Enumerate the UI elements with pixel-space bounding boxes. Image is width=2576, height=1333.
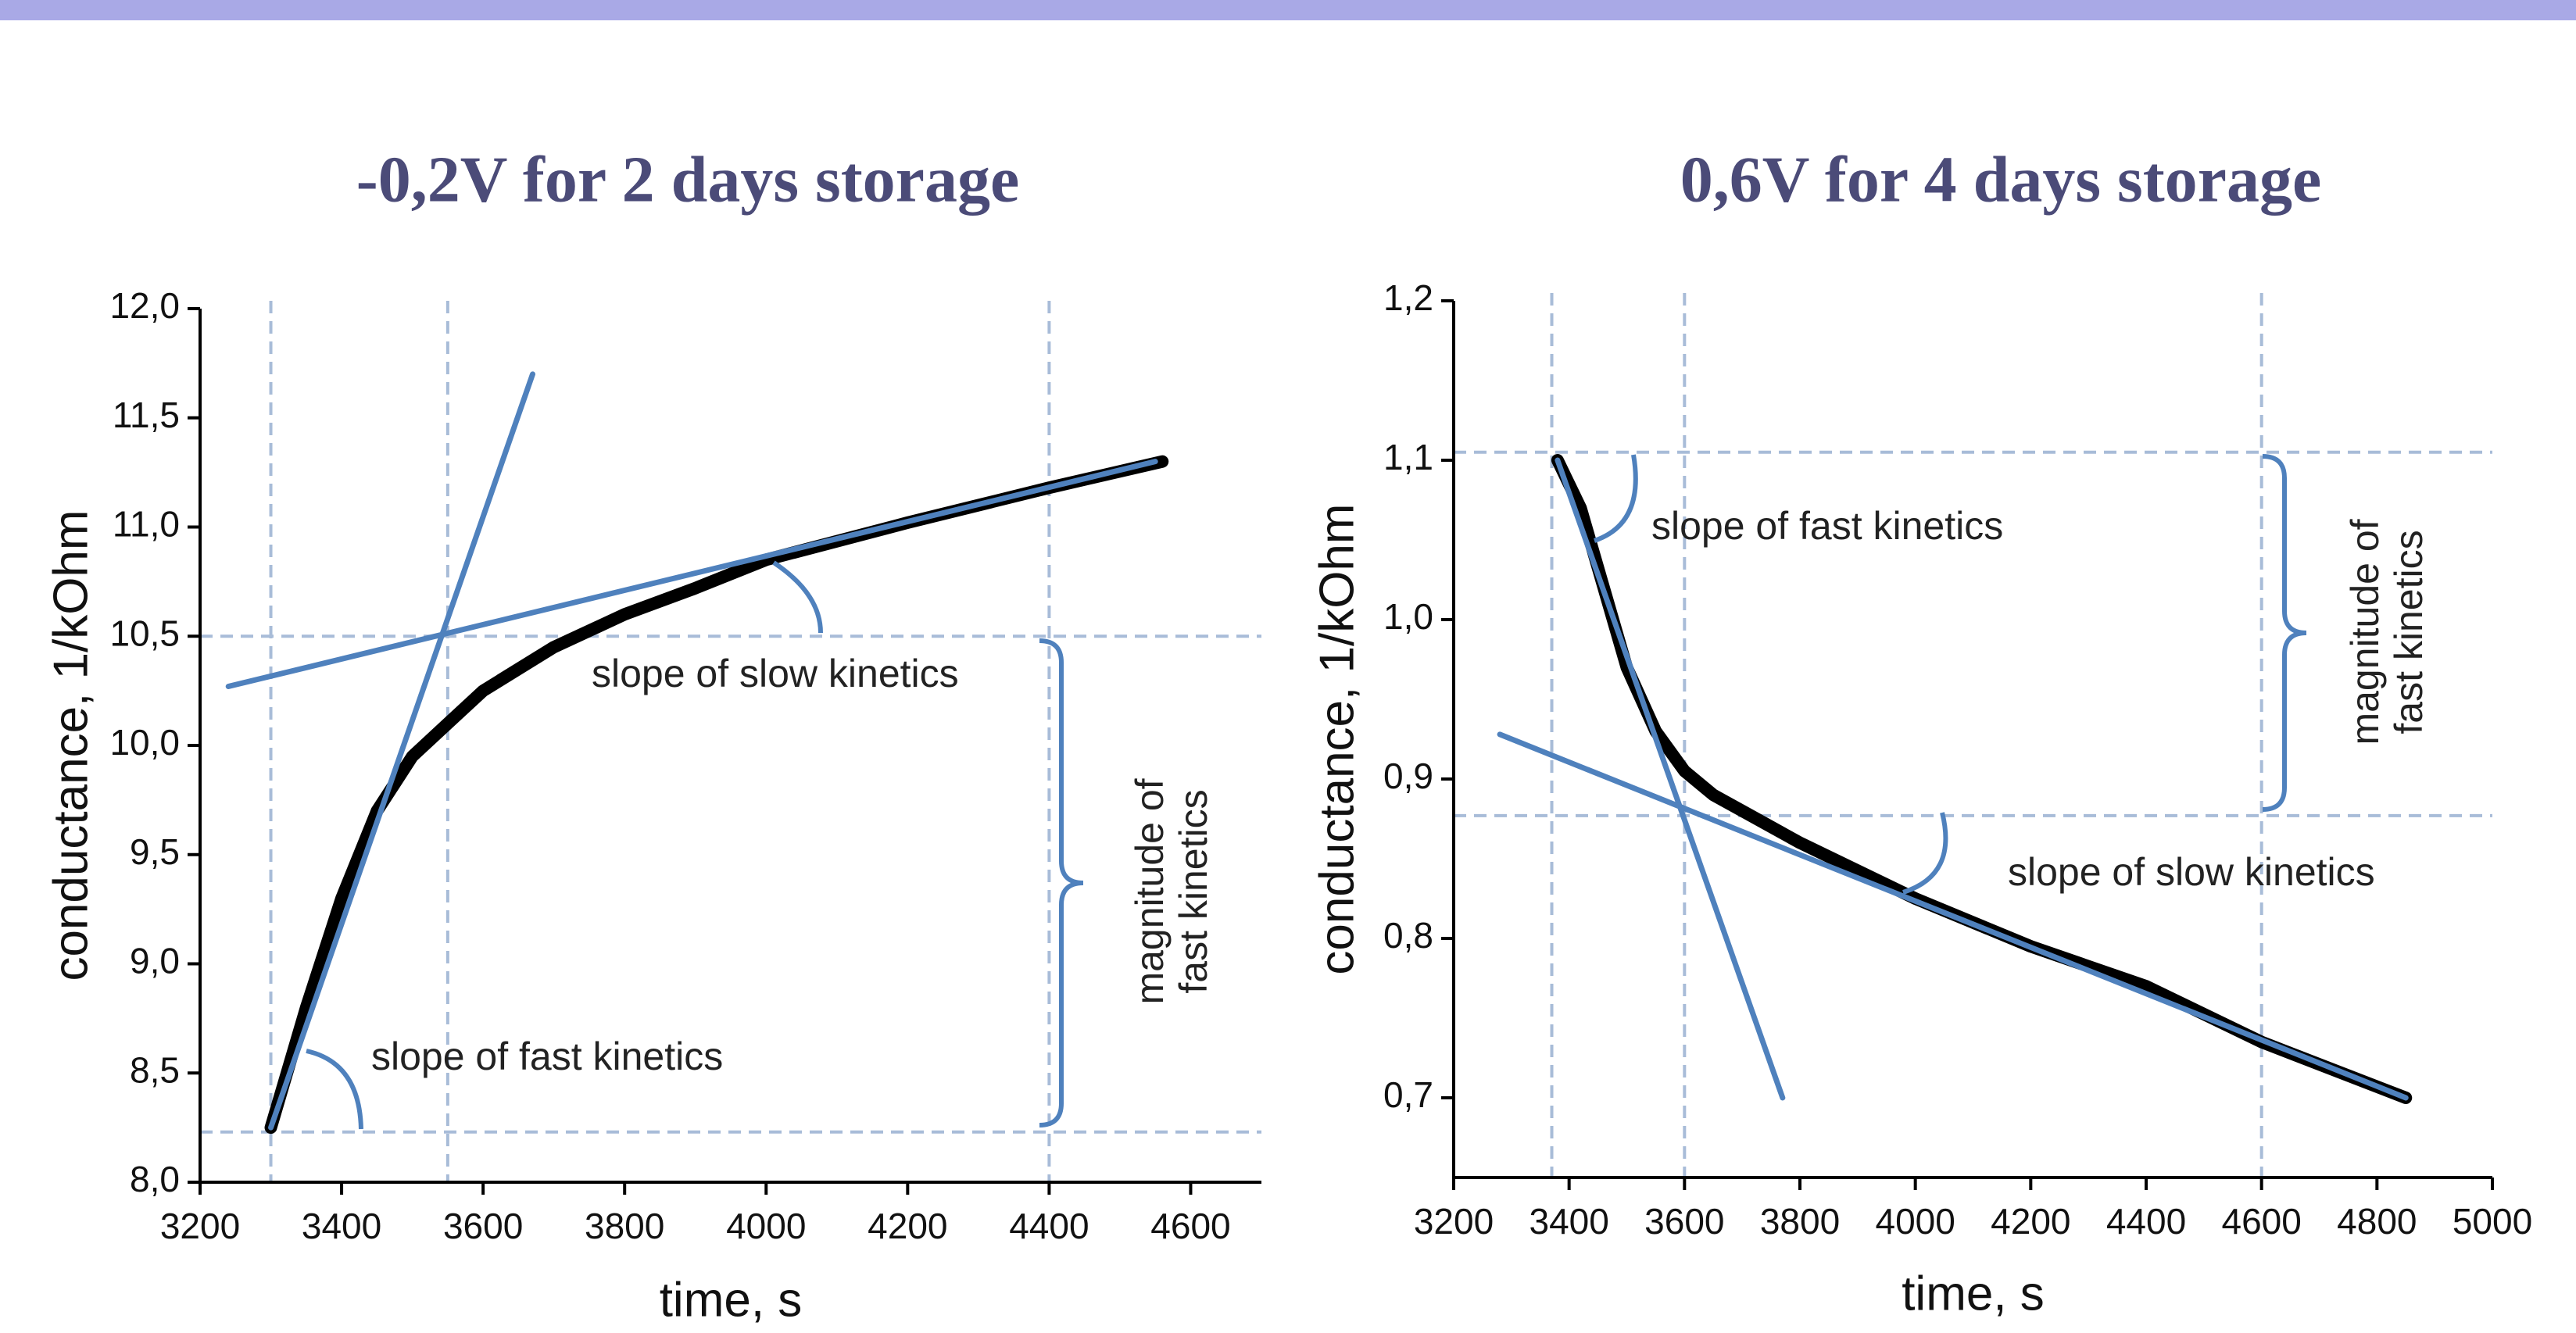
x-tick-label: 3800 (585, 1206, 664, 1246)
x-tick-label: 3600 (443, 1206, 523, 1246)
chart: 0,6V for 4 days storage 0,7 0,8 0,9 1,0 1,1 1,… (1310, 143, 2532, 1320)
annotation: slope of fast kinetics (371, 1035, 723, 1078)
x-tick-label: 4000 (1875, 1201, 1955, 1242)
y-tick-label: 1,2 (1383, 277, 1433, 318)
y-axis-title: conductance, 1/kOhm (1310, 503, 1364, 974)
y-tick-label: 9,0 (130, 941, 180, 981)
annotation: slope of fast kinetics (1651, 504, 2003, 548)
x-tick-label: 4600 (2221, 1201, 2301, 1242)
y-tick-label: 1,1 (1383, 437, 1433, 477)
annotation: magnitude offast kinetics (2343, 519, 2431, 745)
x-tick-label: 3400 (1529, 1201, 1608, 1242)
fit-line (225, 459, 1158, 690)
y-tick-label: 8,0 (130, 1159, 180, 1199)
annotation-line: magnitude of (1128, 778, 1172, 1004)
brace (1039, 638, 1084, 1128)
fit-line (1555, 457, 1786, 1101)
annotation-line: magnitude of (2343, 519, 2387, 745)
x-tick-label: 3200 (1414, 1201, 1494, 1242)
fit-line (268, 371, 536, 1131)
data-curve (1551, 454, 2413, 1104)
chart-title: 0,6V for 4 days storage (1680, 143, 2322, 216)
y-tick-label: 10,5 (109, 613, 180, 653)
y-tick-label: 9,5 (130, 831, 180, 872)
y-tick-label: 8,5 (130, 1049, 180, 1090)
y-tick-label: 0,9 (1383, 756, 1433, 796)
y-tick-label: 11,5 (113, 395, 180, 435)
annotation: slope of slow kinetics (2008, 850, 2375, 894)
x-tick-label: 3600 (1644, 1201, 1724, 1242)
y-tick-label: 12,0 (109, 285, 180, 326)
x-axis-title: time, s (660, 1273, 803, 1327)
y-tick-label: 1,0 (1383, 596, 1433, 637)
y-tick-label: 0,8 (1383, 915, 1433, 956)
x-tick-label: 4400 (2106, 1201, 2186, 1242)
x-tick-label: 4600 (1150, 1206, 1230, 1246)
x-tick-label: 3800 (1760, 1201, 1840, 1242)
y-tick-label: 0,7 (1383, 1074, 1433, 1115)
y-tick-label: 10,0 (109, 722, 180, 763)
y-tick-label: 11,0 (113, 504, 180, 545)
angle-arc (306, 1049, 363, 1130)
x-tick-label: 4400 (1009, 1206, 1089, 1246)
data-curve (264, 455, 1169, 1135)
chart: -0,2V for 2 days storage 8,0 8,5 9,0 9,5 10,0… (44, 143, 1261, 1327)
angle-arc (1902, 812, 1948, 895)
fit-line (1497, 731, 2409, 1101)
annotation-line: fast kinetics (2387, 530, 2431, 734)
x-tick-label: 3400 (302, 1206, 381, 1246)
y-axis-title: conductance, 1/kOhm (44, 509, 98, 981)
x-tick-label: 4000 (726, 1206, 806, 1246)
x-axis-title: time, s (1902, 1267, 2045, 1320)
x-tick-label: 4800 (2337, 1201, 2417, 1242)
angle-arc (1594, 454, 1638, 543)
x-tick-label: 5000 (2453, 1201, 2532, 1242)
brace (2262, 454, 2307, 812)
chart-title: -0,2V for 2 days storage (356, 143, 1020, 216)
angle-arc (772, 560, 823, 634)
annotation: magnitude offast kinetics (1128, 778, 1215, 1004)
x-tick-label: 3200 (160, 1206, 240, 1246)
annotation-line: fast kinetics (1172, 789, 1215, 993)
annotation: slope of slow kinetics (592, 652, 959, 695)
top-band (0, 0, 2576, 20)
x-tick-label: 4200 (1991, 1201, 2070, 1242)
x-tick-label: 4200 (868, 1206, 947, 1246)
